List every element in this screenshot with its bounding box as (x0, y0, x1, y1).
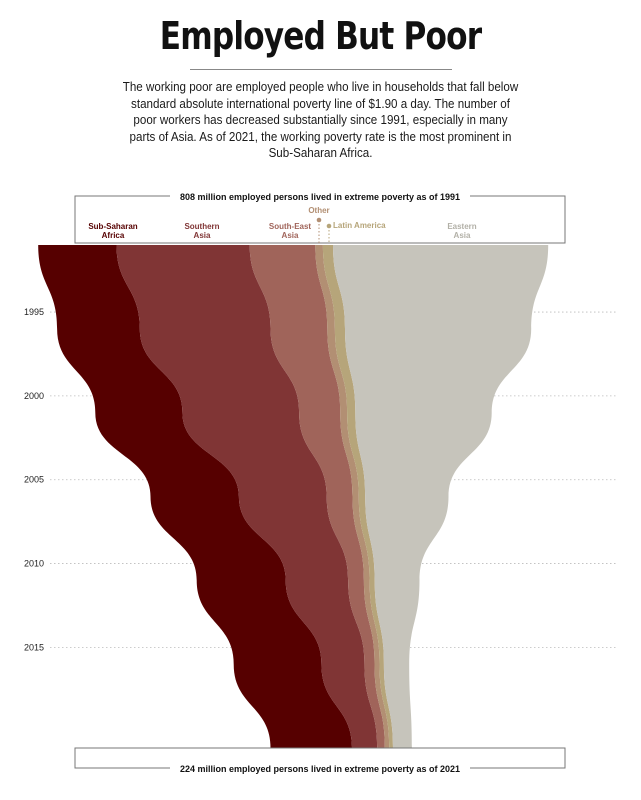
year-label-1995: 1995 (24, 307, 44, 317)
bottom-note-backdrop (170, 762, 470, 776)
bottom-note: 224 million employed persons lived in ex… (180, 764, 460, 774)
region-label-ssa: Sub-Saharan Africa (88, 222, 137, 240)
top-note-backdrop (170, 190, 470, 204)
region-label-south: Southern Asia (184, 222, 219, 240)
area-other (315, 245, 390, 748)
flow-areas (38, 245, 549, 748)
area-latam (322, 245, 393, 748)
area-sea (249, 245, 385, 748)
year-label-2000: 2000 (24, 391, 44, 401)
region-labels: Sub-Saharan Africa Southern Asia South-East A… (88, 206, 477, 243)
region-label-east: Eastern Asia (447, 222, 476, 240)
marker-dot-other (316, 217, 322, 223)
top-note: 808 million employed persons lived in ex… (180, 192, 460, 202)
area-east (333, 245, 549, 748)
area-ssa (38, 245, 352, 748)
region-label-sea: South-East Asia (269, 222, 312, 240)
subtitle-text: The working poor are employed people who… (122, 79, 519, 160)
region-label-latam: Latin America (333, 221, 386, 230)
area-south (116, 245, 378, 748)
marker-dot-latam (326, 223, 332, 229)
region-label-other: Other (308, 206, 329, 215)
title-rule (190, 69, 452, 70)
year-label-2010: 2010 (24, 559, 44, 569)
year-label-2015: 2015 (24, 642, 44, 652)
chart-subtitle: The working poor are employed people who… (95, 79, 546, 162)
year-label-2005: 2005 (24, 475, 44, 485)
chart-title: Employed But Poor (159, 14, 482, 58)
